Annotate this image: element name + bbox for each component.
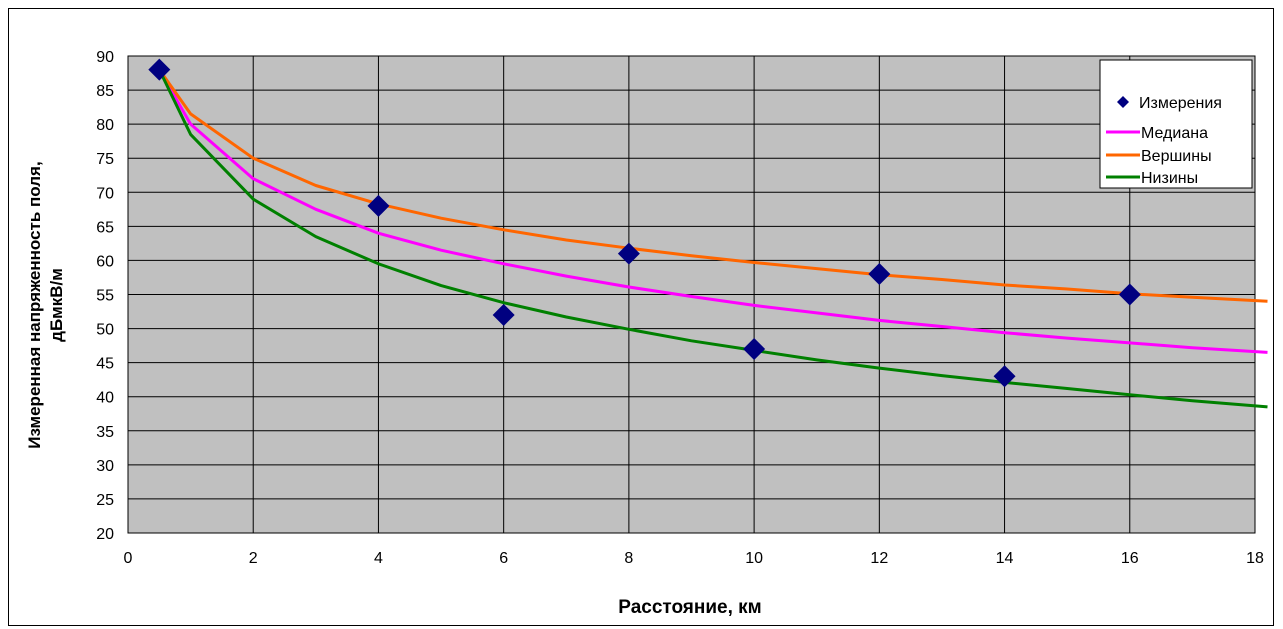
measurement-point bbox=[617, 242, 640, 265]
measurement-markers bbox=[148, 58, 1141, 388]
x-tick-label: 18 bbox=[1246, 550, 1264, 567]
series-lines bbox=[157, 68, 1268, 409]
legend-item-measurements: Измерения bbox=[1117, 95, 1222, 112]
x-tick-label: 2 bbox=[249, 550, 258, 567]
y-tick-label: 35 bbox=[96, 424, 114, 441]
measurement-point bbox=[367, 194, 390, 217]
y-tick-label: 60 bbox=[96, 253, 114, 270]
legend-label-measurements: Измерения bbox=[1139, 95, 1222, 112]
series-line bbox=[157, 68, 1268, 354]
y-tick-label: 50 bbox=[96, 322, 114, 339]
y-tick-label: 90 bbox=[96, 49, 114, 66]
x-tick-label: 10 bbox=[745, 550, 763, 567]
y-tick-label: 20 bbox=[96, 526, 114, 543]
legend-label-lowlands: Низины bbox=[1141, 170, 1198, 187]
x-tick-label: 6 bbox=[499, 550, 508, 567]
y-tick-label: 80 bbox=[96, 117, 114, 134]
y-axis-title: Измеренная напряженность поля, дБмкВ/м bbox=[25, 161, 66, 448]
legend-marker-diamond-icon bbox=[1117, 96, 1129, 108]
legend-label-median: Медиана bbox=[1141, 125, 1208, 142]
x-tick-label: 0 bbox=[124, 550, 133, 567]
legend-box bbox=[1099, 59, 1253, 189]
y-axis-title-line2: дБмкВ/м bbox=[47, 268, 66, 342]
y-axis-title-line1: Измеренная напряженность поля, bbox=[25, 161, 44, 448]
x-tick-label: 4 bbox=[374, 550, 383, 567]
x-tick-label: 16 bbox=[1121, 550, 1139, 567]
series-line bbox=[158, 68, 1268, 303]
y-tick-label: 85 bbox=[96, 83, 114, 100]
y-axis-ticks: 20 25 30 35 40 45 50 55 60 65 70 75 80 85 90 bbox=[96, 49, 114, 543]
y-tick-label: 65 bbox=[96, 219, 114, 236]
y-tick-label: 75 bbox=[96, 151, 114, 168]
measurement-point bbox=[868, 263, 891, 286]
measurement-point bbox=[1118, 283, 1141, 306]
y-tick-label: 55 bbox=[96, 288, 114, 305]
measurement-point bbox=[993, 365, 1016, 388]
legend-item-peaks: Вершины bbox=[1106, 148, 1212, 165]
measurement-point bbox=[148, 58, 171, 81]
x-axis-ticks: 0 2 4 6 8 10 12 14 16 18 bbox=[124, 550, 1264, 567]
measurement-point bbox=[743, 338, 766, 361]
legend: Измерения Медиана Вершины Низины bbox=[1099, 59, 1253, 189]
legend-item-lowlands: Низины bbox=[1106, 170, 1198, 187]
series-line bbox=[157, 68, 1268, 409]
x-tick-label: 8 bbox=[624, 550, 633, 567]
y-tick-label: 70 bbox=[96, 185, 114, 202]
y-tick-label: 25 bbox=[96, 492, 114, 509]
y-tick-label: 30 bbox=[96, 458, 114, 475]
legend-label-peaks: Вершины bbox=[1141, 148, 1212, 165]
x-tick-label: 14 bbox=[996, 550, 1014, 567]
grid-lines bbox=[127, 55, 1256, 534]
y-tick-label: 40 bbox=[96, 390, 114, 407]
x-axis-title: Расстояние, км bbox=[618, 597, 761, 618]
legend-item-median: Медиана bbox=[1106, 125, 1208, 142]
y-tick-label: 45 bbox=[96, 356, 114, 373]
x-tick-label: 12 bbox=[870, 550, 888, 567]
measurement-point bbox=[492, 303, 515, 326]
